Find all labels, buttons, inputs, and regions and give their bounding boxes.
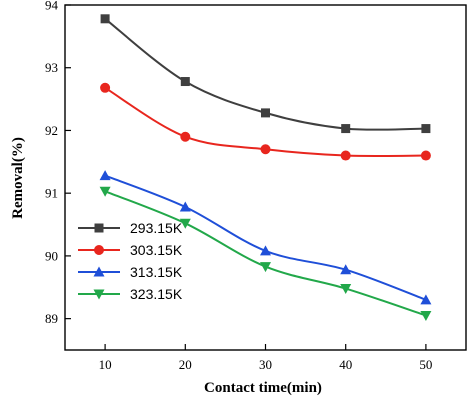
legend-label: 313.15K <box>130 264 183 280</box>
legend-marker <box>93 289 105 300</box>
legend-label: 293.15K <box>130 220 183 236</box>
data-point <box>100 14 110 24</box>
data-point <box>420 294 432 305</box>
data-point <box>180 77 190 87</box>
data-point <box>421 124 431 134</box>
y-tick-label: 93 <box>45 60 58 75</box>
x-tick-label: 20 <box>179 357 192 372</box>
data-point <box>420 311 432 321</box>
x-tick-label: 10 <box>99 357 112 372</box>
legend-label: 323.15K <box>130 286 183 302</box>
y-tick-label: 89 <box>45 311 58 326</box>
plot-frame <box>64 4 467 351</box>
series-line <box>104 174 427 301</box>
data-point <box>260 245 271 256</box>
series-323.15K <box>99 186 432 321</box>
data-point <box>260 144 271 155</box>
y-tick-label: 92 <box>45 123 58 138</box>
y-axis-title: Removal(%) <box>10 137 26 219</box>
x-tick-label: 50 <box>419 357 432 372</box>
data-point <box>261 108 270 118</box>
y-tick-label: 91 <box>45 186 58 201</box>
y-axis-ticks: 89 90 91 92 93 94 <box>45 0 71 326</box>
data-point <box>179 218 191 229</box>
data-point <box>340 150 351 161</box>
data-point <box>260 262 271 273</box>
data-point <box>340 264 352 275</box>
series-293.15K <box>100 14 431 134</box>
x-axis-title: Contact time(min) <box>204 380 322 396</box>
legend-marker <box>94 223 104 233</box>
legend-entry: 323.15K <box>78 286 183 302</box>
legend: 293.15K 303.15K 313.15K 323.15K <box>78 220 183 302</box>
data-point <box>99 170 111 181</box>
series-303.15K <box>100 82 431 161</box>
legend-marker <box>93 266 105 277</box>
data-point <box>341 124 351 134</box>
data-point <box>100 82 111 93</box>
series-313.15K <box>99 170 432 305</box>
legend-marker <box>94 245 104 255</box>
data-point <box>99 186 111 197</box>
legend-entry: 303.15K <box>78 242 183 258</box>
x-axis-ticks: 10 20 30 40 50 <box>99 344 432 372</box>
y-tick-label: 90 <box>45 248 58 263</box>
data-point <box>179 201 191 212</box>
x-tick-label: 30 <box>259 357 272 372</box>
legend-label: 303.15K <box>130 242 183 258</box>
data-point <box>340 284 352 295</box>
y-tick-label: 94 <box>45 0 59 13</box>
data-point <box>420 150 431 161</box>
legend-entry: 313.15K <box>78 264 183 280</box>
legend-entry: 293.15K <box>78 220 183 236</box>
data-point <box>180 131 191 142</box>
series-layer <box>99 14 432 321</box>
x-tick-label: 40 <box>339 357 352 372</box>
